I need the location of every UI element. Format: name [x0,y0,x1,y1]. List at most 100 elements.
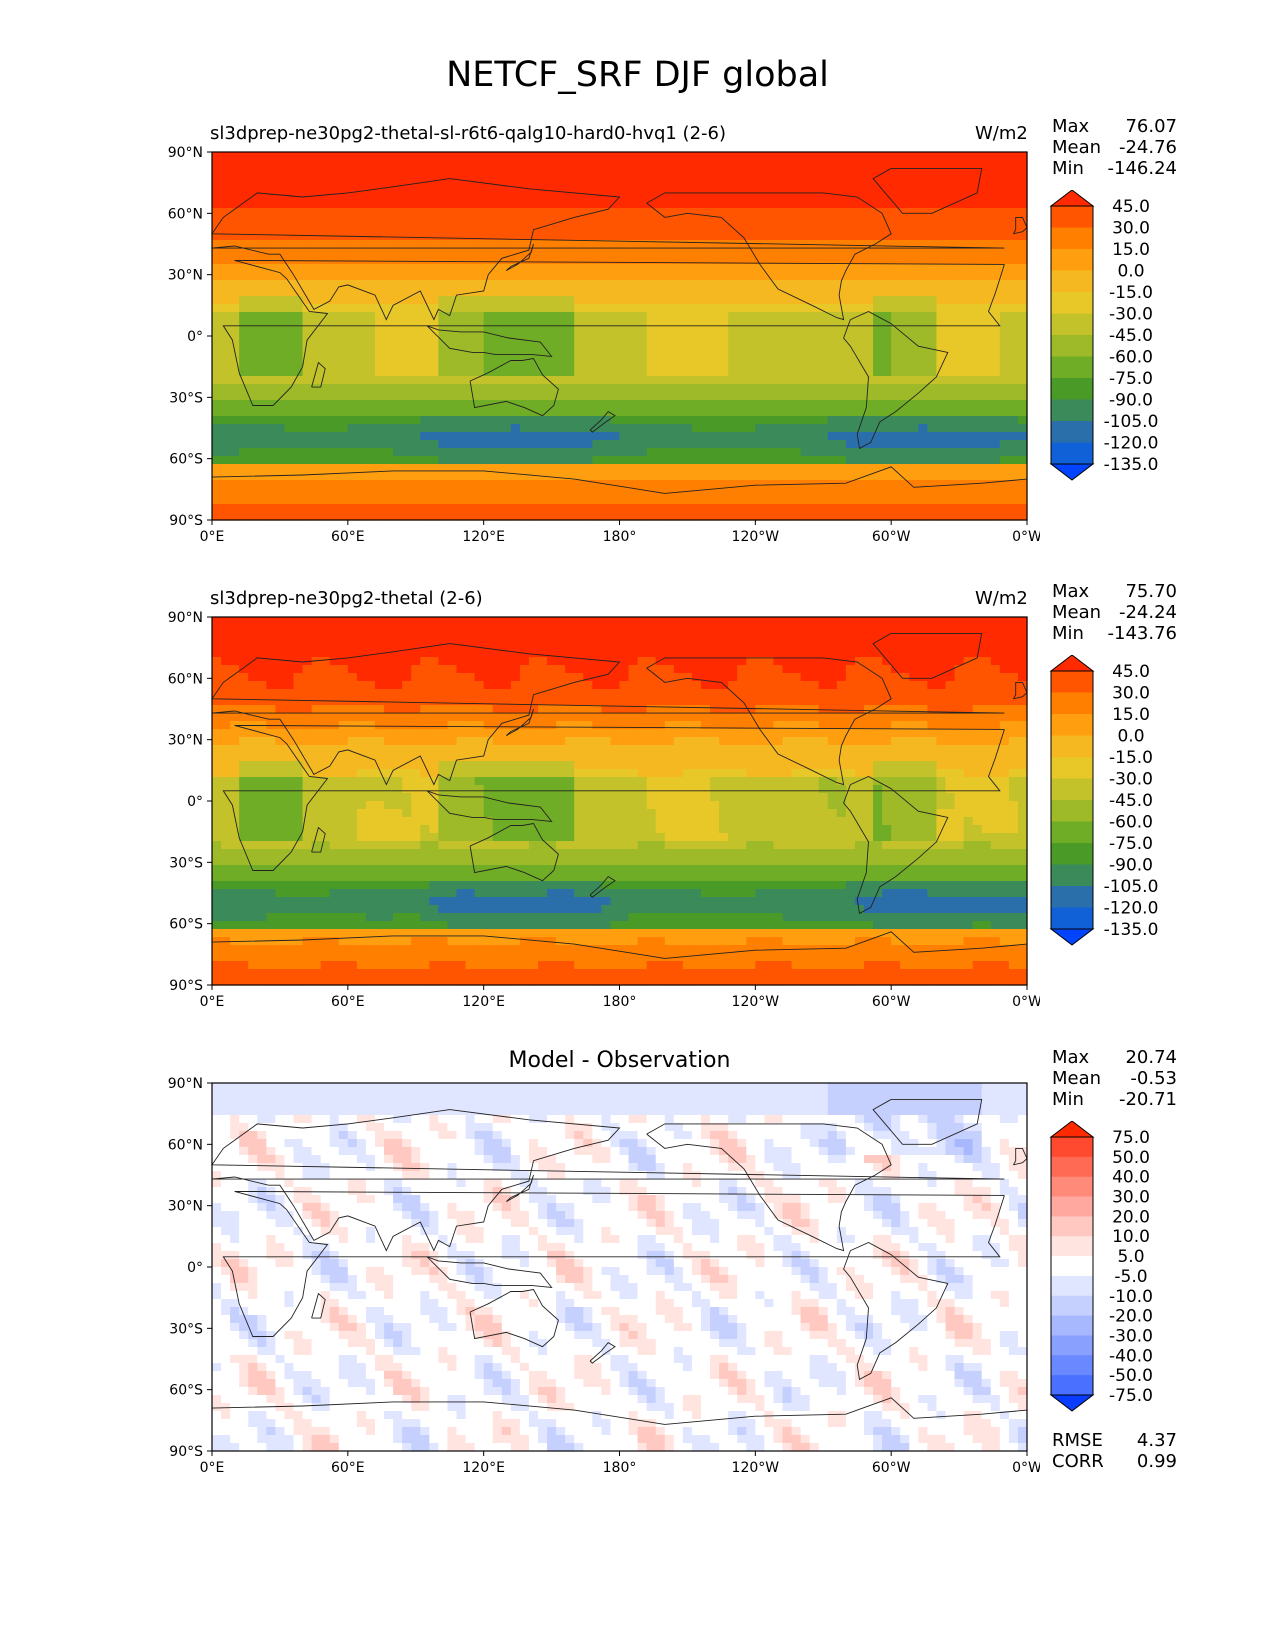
field-cell [257,272,267,281]
field-cell [393,240,403,249]
field-cell [701,665,711,674]
field-cell [873,192,883,201]
field-cell [311,649,322,658]
field-cell [492,400,503,409]
field-cell [583,633,593,642]
field-cell [972,192,983,201]
field-cell [375,264,385,273]
field-cell [999,408,1010,417]
field-cell [646,400,657,409]
field-cell [954,440,965,449]
field-cell [293,512,304,521]
field-cell [909,160,919,169]
field-cell [818,448,829,457]
field-cell [465,344,476,353]
field-cell [882,408,892,417]
field-cell [1017,256,1028,265]
field-cell [438,448,449,457]
field-cell [574,432,584,441]
field-cell [755,400,765,409]
field-cell [764,320,775,329]
field-cell [574,216,584,225]
field-cell [284,464,295,473]
field-cell [329,280,340,289]
field-cell [918,633,928,642]
field-cell [764,649,775,658]
field-cell [673,496,684,505]
field-cell [791,625,802,634]
field-cell [302,240,313,249]
field-cell [891,617,901,626]
field-cell [664,352,675,361]
field-cell [356,665,367,674]
field-cell [836,280,847,289]
field-cell [737,328,747,337]
field-cell [574,168,584,177]
field-cell [293,360,304,369]
field-cell [221,232,231,241]
field-cell [764,665,775,674]
field-cell [601,312,612,321]
field-cell [338,368,349,377]
field-cell [836,480,847,489]
field-cell [746,384,756,393]
field-cell [483,448,494,457]
field-cell [999,480,1010,489]
field-cell [999,464,1010,473]
field-cell [845,416,856,425]
field-cell [501,512,512,521]
field-cell [691,376,702,385]
field-cell [320,432,331,441]
field-cell [375,408,385,417]
field-cell [945,633,956,642]
field-cell [538,240,548,249]
field-cell [619,488,630,497]
field-cell [827,400,838,409]
field-cell [918,440,928,449]
field-cell [673,512,684,521]
field-cell [212,512,222,521]
field-cell [900,472,910,481]
field-cell [302,176,313,185]
field-cell [347,392,358,401]
field-cell [338,304,349,313]
field-cell [375,312,385,321]
field-cell [864,296,874,305]
field-cell [918,464,928,473]
field-cell [628,312,639,321]
field-cell [365,168,376,177]
field-cell [927,424,938,433]
field-cell [746,456,756,465]
field-cell [519,160,530,169]
field-cell [365,264,376,273]
field-cell [728,296,738,305]
field-cell [257,392,267,401]
field-cell [284,376,295,385]
field-cell [945,320,956,329]
field-cell [963,304,974,313]
field-cell [836,384,847,393]
field-cell [375,496,385,505]
field-cell [737,496,747,505]
field-cell [963,400,974,409]
field-cell [239,176,249,185]
field-cell [239,456,249,465]
field-cell [375,641,385,650]
field-cell [882,192,892,201]
field-cell [465,296,476,305]
field-cell [664,240,675,249]
field-cell [212,256,222,265]
field-cell [284,288,295,297]
field-cell [501,168,512,177]
field-cell [429,200,439,209]
field-cell [882,416,892,425]
field-cell [791,408,802,417]
field-cell [873,633,883,642]
field-cell [583,424,593,433]
field-cell [230,408,240,417]
colorbar-label: -105.0 [1104,412,1159,432]
field-cell [601,641,612,650]
field-cell [746,320,756,329]
field-cell [338,416,349,425]
field-cell [791,288,802,297]
